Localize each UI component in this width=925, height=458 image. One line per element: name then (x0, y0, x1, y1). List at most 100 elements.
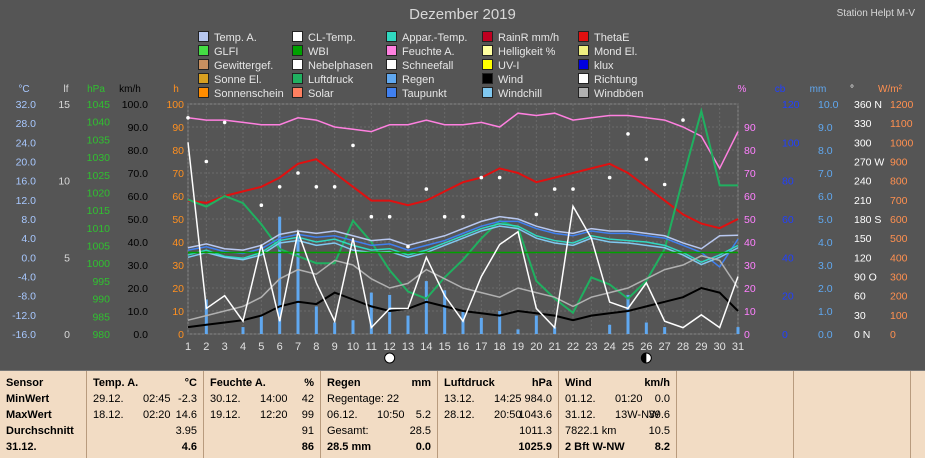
stat-value: 1043.6 (518, 409, 552, 421)
rain-bar (296, 237, 300, 334)
legend-label: WBI (308, 46, 329, 58)
data-point (277, 185, 282, 189)
axis-tick-label: 100 (782, 137, 800, 149)
stat-unit: km/h (644, 377, 670, 389)
data-point (369, 214, 374, 219)
axis-tick-label: 1040 (87, 117, 111, 129)
data-point (222, 120, 227, 125)
row-label-sensor: Sensor (6, 377, 44, 389)
rain-bar (259, 315, 263, 334)
stat-time: 01:20 (615, 393, 643, 405)
axis-tick-label: 90 (172, 122, 184, 134)
legend-item: Helligkeit % (482, 45, 555, 58)
legend-label: Helligkeit % (498, 46, 556, 58)
axis-tick-label: 20 (782, 291, 794, 303)
legend-swatch (482, 87, 493, 98)
axis-tick-label: 0.0 (133, 329, 148, 341)
stat-value: 5.2 (415, 409, 431, 421)
axis-tick-label: 200 (890, 291, 908, 303)
legend-item: Nebelphasen (292, 59, 373, 72)
axis-tick-label: 0 (890, 329, 896, 341)
rain-bar (553, 327, 557, 334)
legend-label: Luftdruck (308, 74, 354, 86)
stat-time: 02:45 (143, 393, 171, 405)
axis-tick-label: 90 (744, 122, 756, 134)
stat-time: 20:50 (494, 409, 522, 421)
x-tick-label: 20 (530, 341, 542, 353)
legend-item: klux (578, 59, 614, 72)
rain-bar (644, 322, 648, 334)
rain-bar (314, 306, 318, 334)
legend-label: Mond El. (594, 46, 638, 58)
axis-unit: h (173, 84, 179, 95)
data-point (644, 157, 649, 161)
data-point (314, 185, 319, 189)
x-tick-label: 14 (420, 341, 432, 353)
stat-unit: mm (411, 377, 431, 389)
axis-tick-label: 20 (744, 283, 756, 295)
x-tick-label: 8 (313, 341, 319, 353)
legend-label: Gewittergef. (214, 60, 274, 72)
stat-time: 14:00 (260, 393, 288, 405)
stat-value: 984.0 (524, 393, 552, 405)
axis-tick-label: 60.0 (128, 191, 149, 203)
axis-tick-label: 15 (58, 99, 70, 111)
statistics-table: Sensor MinWert MaxWert Durchschnitt 31.1… (0, 370, 925, 458)
axis-unit: mm (810, 84, 827, 95)
x-tick-label: 9 (332, 341, 338, 353)
data-point (186, 116, 190, 120)
stat-unit: hPa (531, 377, 552, 389)
stat-panel-luftdruck: Luftdruck hPa 13.12. 14:25 984.0 28.12. 20:50 1… (438, 371, 559, 458)
row-label-panel: Sensor MinWert MaxWert Durchschnitt 31.1… (0, 371, 87, 458)
axis-unit: °C (18, 84, 29, 95)
axis-tick-label: 10 (744, 306, 756, 318)
axis-tick-label: 100 (890, 310, 908, 322)
rain-bar (534, 315, 538, 334)
data-point (424, 187, 429, 191)
data-point (259, 203, 264, 207)
x-tick-label: 5 (258, 341, 264, 353)
x-tick-label: 2 (203, 341, 209, 353)
axis-tick-label: 0.0 (818, 329, 833, 341)
x-tick-label: 13 (402, 341, 414, 353)
legend-item: Windchill (482, 87, 542, 100)
axis-tick-label: 0 (782, 329, 788, 341)
axis-tick-label: -12.0 (12, 310, 36, 322)
stat-header: Luftdruck (444, 377, 495, 389)
axis-tick-label: 10.0 (128, 306, 149, 318)
axis-tick-label: 70 (744, 168, 756, 180)
axis-tick-label: 5 (64, 252, 70, 264)
stat-date: 06.12. (327, 409, 358, 421)
axis-tick-label: 7.0 (818, 168, 833, 180)
stat-value: -2.3 (178, 393, 197, 405)
axis-tick-label: 20.0 (16, 157, 37, 169)
stat-date: Gesamt: (327, 425, 369, 437)
series-line (187, 112, 739, 170)
series-line (187, 158, 739, 230)
legend-item: Mond El. (578, 45, 637, 58)
stat-date: 13.12. (444, 393, 475, 405)
stat-header: Wind (565, 377, 592, 389)
axis-tick-label: 100.0 (122, 99, 148, 111)
x-tick-label: 28 (677, 341, 689, 353)
axis-unit: W/m² (878, 84, 903, 95)
legend-swatch (578, 31, 589, 42)
axis-tick-label: 120 (854, 252, 872, 264)
stat-panel-regen: Regen mm Regentage: 22 06.12. 10:50 5.2 Gesamt… (321, 371, 438, 458)
axis-unit: ° (850, 84, 854, 95)
axis-tick-label: 500 (890, 233, 908, 245)
axis-tick-label: 0 (64, 329, 70, 341)
legend-swatch (386, 87, 397, 98)
data-point (626, 132, 630, 136)
axis-tick-label: 8.0 (21, 214, 36, 226)
rain-bar (406, 315, 410, 334)
x-tick-label: 21 (549, 341, 561, 353)
stat-value: 3.95 (175, 425, 197, 437)
axis-tick-label: 50 (172, 214, 184, 226)
axis-tick-label: 1.0 (818, 306, 833, 318)
empty-panel (794, 371, 911, 458)
legend-swatch (198, 59, 209, 70)
station-name: Station Helpt M-V (836, 8, 915, 19)
axis-tick-label: 80 (744, 145, 756, 157)
legend-swatch (386, 73, 397, 84)
